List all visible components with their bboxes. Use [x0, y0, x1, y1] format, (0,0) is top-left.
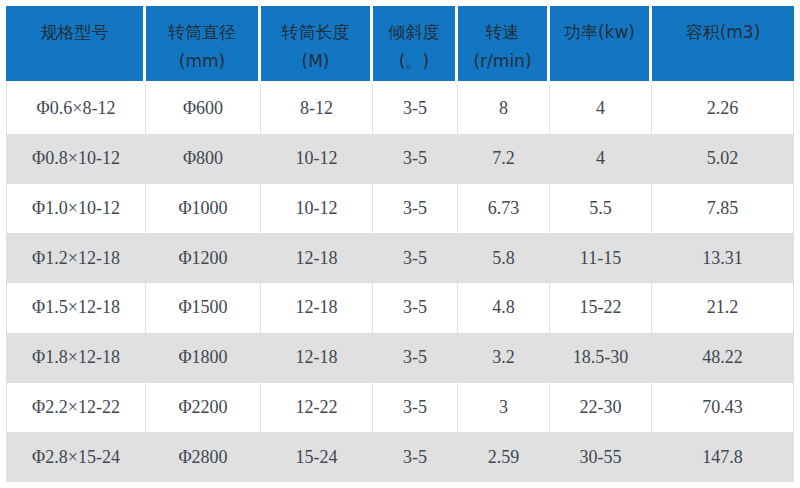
table-cell: 6.73	[458, 184, 550, 234]
table-cell: 8	[458, 84, 550, 134]
table-row: Φ1.8×12-18Φ180012-183-53.218.5-3048.22	[6, 333, 794, 383]
table-cell: 2.26	[652, 84, 794, 134]
column-header: 转筒长度(M)	[261, 6, 373, 84]
table-cell: 3-5	[373, 233, 458, 283]
table-cell: 3-5	[373, 333, 458, 383]
table-cell: Φ1.2×12-18	[6, 233, 146, 283]
table-cell: 12-22	[261, 383, 373, 433]
table-cell: 3-5	[373, 432, 458, 482]
table-cell: 48.22	[652, 333, 794, 383]
table-cell: Φ600	[146, 84, 261, 134]
table-row: Φ0.8×10-12Φ80010-123-57.245.02	[6, 134, 794, 184]
table-cell: Φ2200	[146, 383, 261, 433]
column-header-label: 转筒直径	[146, 18, 258, 47]
column-header: 转速(r/min)	[458, 6, 550, 84]
column-header: 功率(kw)	[550, 6, 652, 84]
table-cell: 5.8	[458, 233, 550, 283]
table-cell: 3-5	[373, 134, 458, 184]
table-cell: 5.5	[550, 184, 652, 234]
table-cell: 12-18	[261, 283, 373, 333]
table-cell: 13.31	[652, 233, 794, 283]
table-cell: 3.2	[458, 333, 550, 383]
table-cell: 147.8	[652, 432, 794, 482]
table-row: Φ2.2×12-22Φ220012-223-5322-3070.43	[6, 383, 794, 433]
table-cell: 30-55	[550, 432, 652, 482]
table-cell: 12-18	[261, 333, 373, 383]
spec-table: 规格型号转筒直径(mm)转筒长度(M)倾斜度(。)转速(r/min)功率(kw)…	[6, 6, 794, 482]
table-cell: 70.43	[652, 383, 794, 433]
table-cell: 10-12	[261, 134, 373, 184]
table-cell: Φ0.8×10-12	[6, 134, 146, 184]
table-cell: Φ1.8×12-18	[6, 333, 146, 383]
table-row: Φ2.8×15-24Φ280015-243-52.5930-55147.8	[6, 432, 794, 482]
column-header-unit: (M)	[261, 47, 370, 76]
column-header-label: 功率(kw)	[550, 18, 649, 47]
table-cell: Φ1200	[146, 233, 261, 283]
table-cell: 4.8	[458, 283, 550, 333]
table-cell: 21.2	[652, 283, 794, 333]
table-cell: Φ2.2×12-22	[6, 383, 146, 433]
table-body: Φ0.6×8-12Φ6008-123-5842.26Φ0.8×10-12Φ800…	[6, 84, 794, 482]
table-cell: 15-24	[261, 432, 373, 482]
table-cell: 3-5	[373, 283, 458, 333]
column-header: 规格型号	[6, 6, 146, 84]
table-cell: 4	[550, 134, 652, 184]
table-cell: Φ1.0×10-12	[6, 184, 146, 234]
column-header: 倾斜度(。)	[373, 6, 458, 84]
table-cell: Φ1.5×12-18	[6, 283, 146, 333]
table-cell: 4	[550, 84, 652, 134]
page: 规格型号转筒直径(mm)转筒长度(M)倾斜度(。)转速(r/min)功率(kw)…	[0, 0, 800, 488]
column-header-label: 容积(m3)	[652, 18, 794, 47]
column-header: 转筒直径(mm)	[146, 6, 261, 84]
table-cell: Φ2.8×15-24	[6, 432, 146, 482]
table-cell: 11-15	[550, 233, 652, 283]
table-cell: 5.02	[652, 134, 794, 184]
column-header-unit: (mm)	[146, 47, 258, 76]
table-cell: Φ1000	[146, 184, 261, 234]
table-cell: 3-5	[373, 84, 458, 134]
table-row: Φ1.5×12-18Φ150012-183-54.815-2221.2	[6, 283, 794, 333]
table-cell: 10-12	[261, 184, 373, 234]
column-header-label: 转速	[458, 18, 547, 47]
table-cell: 3-5	[373, 383, 458, 433]
table-cell: 3-5	[373, 184, 458, 234]
table-row: Φ0.6×8-12Φ6008-123-5842.26	[6, 84, 794, 134]
table-row: Φ1.0×10-12Φ100010-123-56.735.57.85	[6, 184, 794, 234]
table-cell: 3	[458, 383, 550, 433]
column-header: 容积(m3)	[652, 6, 794, 84]
table-cell: 12-18	[261, 233, 373, 283]
table-cell: 7.85	[652, 184, 794, 234]
header-row: 规格型号转筒直径(mm)转筒长度(M)倾斜度(。)转速(r/min)功率(kw)…	[6, 6, 794, 84]
column-header-unit: (。)	[373, 47, 455, 76]
table-header: 规格型号转筒直径(mm)转筒长度(M)倾斜度(。)转速(r/min)功率(kw)…	[6, 6, 794, 84]
table-cell: Φ2800	[146, 432, 261, 482]
table-cell: Φ1800	[146, 333, 261, 383]
table-cell: 18.5-30	[550, 333, 652, 383]
table-cell: Φ800	[146, 134, 261, 184]
column-header-unit: (r/min)	[458, 47, 547, 76]
column-header-label: 规格型号	[6, 18, 143, 47]
table-row: Φ1.2×12-18Φ120012-183-55.811-1513.31	[6, 233, 794, 283]
table-cell: 8-12	[261, 84, 373, 134]
table-cell: 7.2	[458, 134, 550, 184]
table-cell: 15-22	[550, 283, 652, 333]
table-cell: 22-30	[550, 383, 652, 433]
column-header-label: 倾斜度	[373, 18, 455, 47]
column-header-label: 转筒长度	[261, 18, 370, 47]
table-cell: Φ1500	[146, 283, 261, 333]
table-cell: 2.59	[458, 432, 550, 482]
table-cell: Φ0.6×8-12	[6, 84, 146, 134]
